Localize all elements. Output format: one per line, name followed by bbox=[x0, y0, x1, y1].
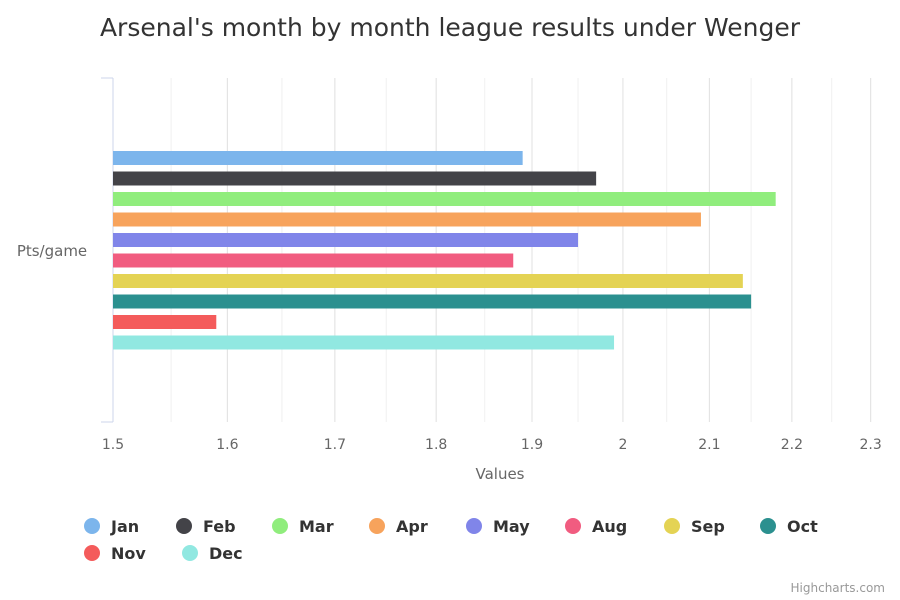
legend-marker-icon bbox=[176, 518, 192, 534]
legend-marker-icon bbox=[182, 545, 198, 561]
legend-item-feb[interactable]: Feb bbox=[176, 517, 236, 536]
legend-label: Sep bbox=[691, 517, 725, 536]
x-tick-label: 1.5 bbox=[102, 437, 124, 453]
chart-title: Arsenal's month by month league results … bbox=[100, 13, 801, 42]
legend-label: Jan bbox=[110, 517, 139, 536]
credits-link[interactable]: Highcharts.com bbox=[791, 581, 885, 595]
legend-item-aug[interactable]: Aug bbox=[565, 517, 627, 536]
bar-may[interactable] bbox=[113, 233, 579, 247]
legend-item-dec[interactable]: Dec bbox=[182, 544, 243, 563]
legend-label: Oct bbox=[787, 517, 818, 536]
x-tick-label: 2.1 bbox=[698, 437, 720, 453]
bar-mar[interactable] bbox=[113, 192, 776, 206]
legend-marker-icon bbox=[664, 518, 680, 534]
bar-feb[interactable] bbox=[113, 171, 597, 186]
legend-label: Mar bbox=[299, 517, 334, 536]
x-tick-label: 1.8 bbox=[425, 437, 447, 453]
legend-marker-icon bbox=[565, 518, 581, 534]
x-axis-title: Values bbox=[475, 465, 524, 483]
legend-label: May bbox=[493, 517, 530, 536]
legend-marker-icon bbox=[84, 545, 100, 561]
legend-item-jan[interactable]: Jan bbox=[84, 517, 139, 536]
bar-apr[interactable] bbox=[113, 212, 701, 227]
bar-dec[interactable] bbox=[113, 335, 615, 350]
y-axis-title: Pts/game bbox=[17, 242, 87, 260]
x-tick-label: 2.2 bbox=[781, 437, 803, 453]
legend-item-nov[interactable]: Nov bbox=[84, 544, 146, 563]
bar-oct[interactable] bbox=[113, 294, 752, 309]
x-tick-label: 2.3 bbox=[860, 437, 882, 453]
legend-marker-icon bbox=[369, 518, 385, 534]
legend-label: Aug bbox=[592, 517, 627, 536]
x-tick-label: 2 bbox=[618, 437, 627, 453]
x-tick-label: 1.7 bbox=[324, 437, 346, 453]
x-axis-ticks: 1.5 1.6 1.7 1.8 1.9 2 2.1 2.2 2.3 bbox=[102, 437, 882, 453]
x-tick-label: 1.6 bbox=[216, 437, 238, 453]
legend-label: Apr bbox=[396, 517, 428, 536]
legend-item-mar[interactable]: Mar bbox=[272, 517, 334, 536]
x-tick-label: 1.9 bbox=[521, 437, 543, 453]
legend-item-may[interactable]: May bbox=[466, 517, 530, 536]
bar-aug[interactable] bbox=[113, 253, 514, 268]
bar-nov[interactable] bbox=[113, 315, 217, 329]
legend-marker-icon bbox=[84, 518, 100, 534]
legend-item-apr[interactable]: Apr bbox=[369, 517, 428, 536]
legend-item-oct[interactable]: Oct bbox=[760, 517, 818, 536]
legend-marker-icon bbox=[466, 518, 482, 534]
legend-label: Dec bbox=[209, 544, 243, 563]
legend-marker-icon bbox=[272, 518, 288, 534]
legend-marker-icon bbox=[760, 518, 776, 534]
bar-jan[interactable] bbox=[113, 151, 523, 165]
legend-label: Nov bbox=[111, 544, 146, 563]
bar-sep[interactable] bbox=[113, 274, 743, 288]
legend-item-sep[interactable]: Sep bbox=[664, 517, 725, 536]
legend-label: Feb bbox=[203, 517, 236, 536]
legend: Jan Feb Mar Apr May Aug Sep Oct Nov Dec bbox=[84, 517, 818, 563]
bars bbox=[113, 151, 776, 350]
gridlines bbox=[101, 77, 872, 423]
